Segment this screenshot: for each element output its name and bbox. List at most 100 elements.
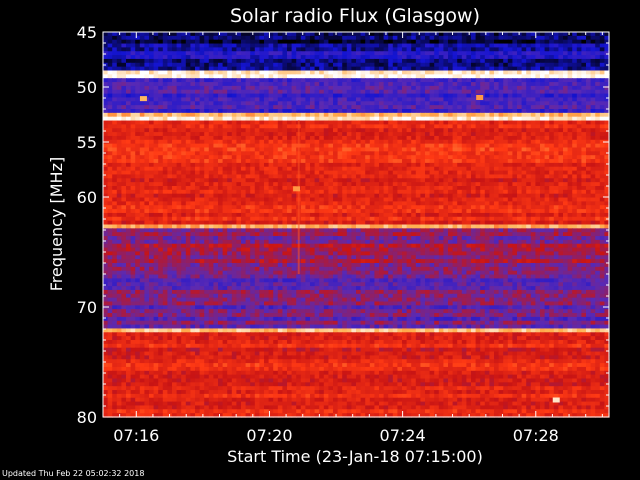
heatmap-cell — [576, 32, 582, 37]
heatmap-cell — [314, 197, 320, 202]
heatmap-cell — [264, 55, 270, 60]
heatmap-cell — [103, 70, 109, 75]
heatmap-cell — [195, 189, 201, 195]
heatmap-cell — [130, 155, 136, 160]
heatmap-cell — [259, 189, 265, 195]
heatmap-cell — [277, 128, 283, 133]
heatmap-cell — [236, 143, 242, 149]
heatmap-cell — [282, 62, 288, 68]
heatmap-cell — [448, 162, 454, 168]
heatmap-cell — [103, 197, 109, 202]
heatmap-cell — [112, 74, 118, 79]
heatmap-cell — [415, 174, 421, 179]
heatmap-cell — [305, 116, 311, 122]
heatmap-cell — [604, 85, 610, 91]
heatmap-cell — [457, 70, 463, 75]
heatmap-cell — [498, 147, 504, 152]
heatmap-cell — [291, 178, 297, 183]
heatmap-cell — [503, 39, 509, 45]
heatmap-cell — [369, 78, 375, 83]
heatmap-cell — [314, 101, 320, 106]
heatmap-cell — [452, 93, 458, 99]
heatmap-cell — [181, 105, 187, 110]
heatmap-cell — [107, 43, 113, 48]
heatmap-cell — [199, 178, 205, 183]
heatmap-cell — [494, 32, 500, 37]
heatmap-cell — [388, 32, 394, 37]
heatmap-cell — [480, 189, 486, 195]
heatmap-cell — [328, 43, 334, 48]
heatmap-cell — [153, 58, 159, 64]
heatmap-cell — [162, 128, 168, 133]
heatmap-cell — [563, 101, 569, 106]
heatmap-cell — [250, 162, 256, 168]
heatmap-cell — [448, 109, 454, 114]
heatmap-cell — [438, 124, 444, 129]
heatmap-cell — [429, 162, 435, 168]
heatmap-cell — [245, 162, 251, 168]
heatmap-cell — [282, 124, 288, 129]
heatmap-cell — [365, 155, 371, 160]
heatmap-cell — [250, 155, 256, 160]
heatmap-cell — [116, 120, 122, 125]
heatmap-cell — [563, 32, 569, 37]
heatmap-cell — [475, 201, 481, 206]
heatmap-cell — [323, 155, 329, 160]
heatmap-cell — [282, 155, 288, 160]
heatmap-cell — [402, 70, 408, 75]
heatmap-cell — [287, 82, 293, 87]
heatmap-cell — [489, 32, 495, 37]
heatmap-cell — [484, 47, 490, 52]
heatmap-cell — [310, 55, 316, 60]
heatmap-cell — [126, 43, 132, 48]
heatmap-cell — [576, 124, 582, 129]
heatmap-cell — [250, 116, 256, 122]
heatmap-cell — [227, 82, 233, 87]
heatmap-cell — [544, 39, 550, 45]
heatmap-cell — [300, 109, 306, 114]
heatmap-cell — [572, 135, 578, 141]
heatmap-cell — [176, 47, 182, 52]
heatmap-cell — [167, 39, 173, 45]
heatmap-cell — [599, 55, 605, 60]
heatmap-cell — [512, 97, 518, 102]
heatmap-cell — [595, 85, 601, 91]
heatmap-cell — [572, 174, 578, 179]
heatmap-cell — [176, 135, 182, 141]
heatmap-cell — [576, 174, 582, 179]
heatmap-cell — [443, 43, 449, 48]
heatmap-cell — [457, 62, 463, 68]
heatmap-cell — [360, 170, 366, 176]
heatmap-cell — [300, 116, 306, 122]
heatmap-cell — [489, 70, 495, 75]
heatmap-cell — [498, 143, 504, 149]
heatmap-cell — [590, 193, 596, 199]
heatmap-cell — [544, 35, 550, 41]
heatmap-cell — [553, 147, 559, 152]
heatmap-cell — [259, 178, 265, 183]
heatmap-cell — [310, 197, 316, 202]
heatmap-cell — [277, 47, 283, 52]
heatmap-cell — [383, 58, 389, 64]
heatmap-cell — [149, 120, 155, 125]
heatmap-cell — [236, 186, 242, 191]
heatmap-cell — [310, 43, 316, 48]
heatmap-cell — [121, 189, 127, 195]
heatmap-cell — [337, 101, 343, 106]
heatmap-cell — [512, 35, 518, 41]
heatmap-cell — [139, 85, 145, 91]
heatmap-cell — [452, 166, 458, 172]
heatmap-cell — [517, 97, 523, 102]
heatmap-cell — [369, 85, 375, 91]
heatmap-cell — [346, 174, 352, 179]
heatmap-cell — [402, 32, 408, 37]
heatmap-cell — [296, 101, 302, 106]
heatmap-cell — [480, 128, 486, 133]
heatmap-cell — [291, 124, 297, 129]
heatmap-cell — [471, 70, 477, 75]
heatmap-cell — [379, 128, 385, 133]
heatmap-cell — [342, 124, 348, 129]
heatmap-cell — [420, 85, 426, 91]
heatmap-cell — [291, 116, 297, 122]
